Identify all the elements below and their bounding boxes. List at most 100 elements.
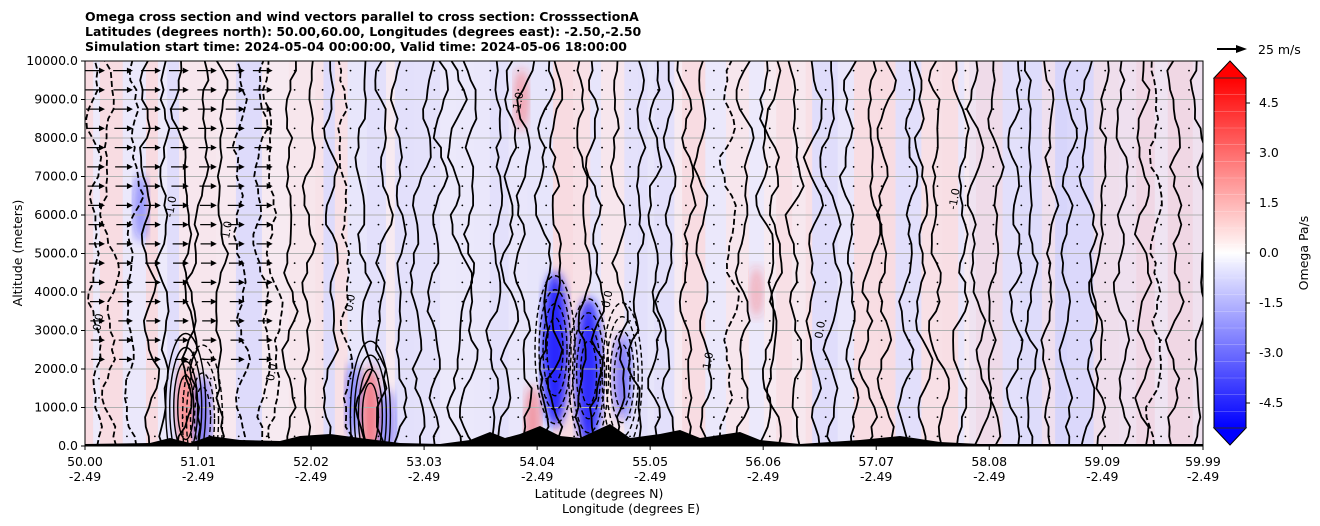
wind-vector-dot <box>377 204 380 207</box>
wind-vector-dot <box>712 204 715 207</box>
wind-vector-dot <box>712 319 715 322</box>
contour-line <box>99 61 121 446</box>
wind-vector-dot <box>321 242 324 245</box>
wind-vector-dot <box>964 108 967 111</box>
x-tick-label-lon: -2.49 <box>408 469 440 484</box>
wind-vector-dot <box>461 416 464 419</box>
wind-vector-dot <box>433 416 436 419</box>
wind-vector-head <box>210 125 217 132</box>
x-tick-label-lon: -2.49 <box>69 469 101 484</box>
wind-vector-dot <box>461 204 464 207</box>
wind-vector-dot <box>237 416 240 419</box>
contour-line <box>755 61 775 446</box>
wind-vector-dot <box>377 185 380 188</box>
wind-vector-head <box>126 163 133 170</box>
wind-vector-dot <box>1160 185 1162 188</box>
wind-vector-dot <box>908 300 911 303</box>
wind-vector-dot <box>545 396 548 399</box>
contour-line <box>458 61 479 446</box>
wind-vector-dot <box>908 146 911 149</box>
wind-vector-dot <box>1020 300 1023 303</box>
wind-vector-dot <box>657 185 659 188</box>
wind-vector-dot <box>685 165 687 168</box>
x-tick-label-lat: 53.03 <box>406 454 442 469</box>
wind-vector-dot <box>461 223 464 226</box>
wind-vector-dot <box>712 300 715 303</box>
wind-vector-head <box>210 67 217 74</box>
wind-vector-head <box>182 86 189 93</box>
wind-vector-dot <box>1188 281 1190 284</box>
wind-vector-dot <box>768 185 771 188</box>
wind-vector-head <box>266 279 273 286</box>
wind-vector-dot <box>1104 127 1107 130</box>
wind-vector-head <box>126 125 133 132</box>
wind-vector-dot <box>1104 108 1107 111</box>
x-tick-label-lon: -2.49 <box>860 469 892 484</box>
y-tick-label: 4000.0 <box>34 284 78 299</box>
x-tick-label-lon: -2.49 <box>1187 469 1219 484</box>
wind-vector-dot <box>824 69 827 72</box>
contour-line <box>354 61 374 446</box>
wind-vector-dot <box>461 300 464 303</box>
wind-vector-dot <box>1020 127 1023 130</box>
wind-vector-dot <box>629 339 631 342</box>
wind-vector-head <box>154 356 161 363</box>
wind-vector-dot <box>1104 88 1107 91</box>
wind-vector-dot <box>573 339 576 342</box>
wind-vector-dot <box>517 262 520 265</box>
wind-vector-dot <box>293 262 296 265</box>
wind-vector-head <box>182 183 189 190</box>
wind-vector-dot <box>601 146 603 149</box>
wind-vector-dot <box>1076 396 1079 399</box>
wind-vector-dot <box>852 223 855 226</box>
wind-vector-dot <box>601 262 603 265</box>
wind-vector-dot <box>461 339 464 342</box>
wind-vector-dot <box>657 300 659 303</box>
wind-vector-dot <box>1048 223 1051 226</box>
wind-vector-dot <box>768 396 771 399</box>
wind-vector-dot <box>321 339 324 342</box>
wind-vector-dot <box>740 223 743 226</box>
wind-vector-dot <box>517 165 520 168</box>
wind-vector-dot <box>657 146 659 149</box>
wind-vector-dot <box>601 165 603 168</box>
contour-line <box>231 61 251 446</box>
contour-line <box>169 61 197 446</box>
wind-vector-dot <box>545 127 548 130</box>
wind-vector-dot <box>852 242 855 245</box>
wind-vector-head <box>210 356 217 363</box>
wind-vector-head <box>210 202 217 209</box>
y-tick-label: 5000.0 <box>34 246 78 261</box>
wind-vector-dot <box>405 377 408 380</box>
wind-vector-dot <box>685 300 687 303</box>
wind-vector-head <box>126 183 133 190</box>
contour-line <box>951 61 970 446</box>
wind-vector-dot <box>852 165 855 168</box>
x-tick-label-lon: -2.49 <box>521 469 553 484</box>
wind-vector-dot <box>377 223 380 226</box>
wind-vector-dot <box>293 69 296 72</box>
wind-vector-dot <box>1188 108 1190 111</box>
wind-vector-dot <box>908 339 911 342</box>
wind-vector-dot <box>1132 281 1135 284</box>
wind-vector-dot <box>1048 300 1051 303</box>
wind-vector-dot <box>1076 300 1079 303</box>
contour-line <box>676 61 697 446</box>
wind-vector-dot <box>629 165 631 168</box>
wind-vector-dot <box>321 69 324 72</box>
wind-vector-dot <box>629 242 631 245</box>
wind-vector-dot <box>1160 281 1162 284</box>
wind-vector-dot <box>517 146 520 149</box>
contour-line <box>426 61 449 446</box>
wind-vector-dot <box>601 339 603 342</box>
wind-vector-dot <box>712 262 715 265</box>
contour-line <box>1058 61 1078 446</box>
wind-vector-head <box>238 298 245 305</box>
wind-vector-head <box>98 337 105 344</box>
wind-vector-dot <box>1188 88 1190 91</box>
wind-vector-dot <box>1188 319 1190 322</box>
wind-vector-dot <box>740 127 743 130</box>
wind-vector-dot <box>712 88 715 91</box>
wind-vector-dot <box>824 262 827 265</box>
contour-label: -1.0 <box>946 187 963 210</box>
